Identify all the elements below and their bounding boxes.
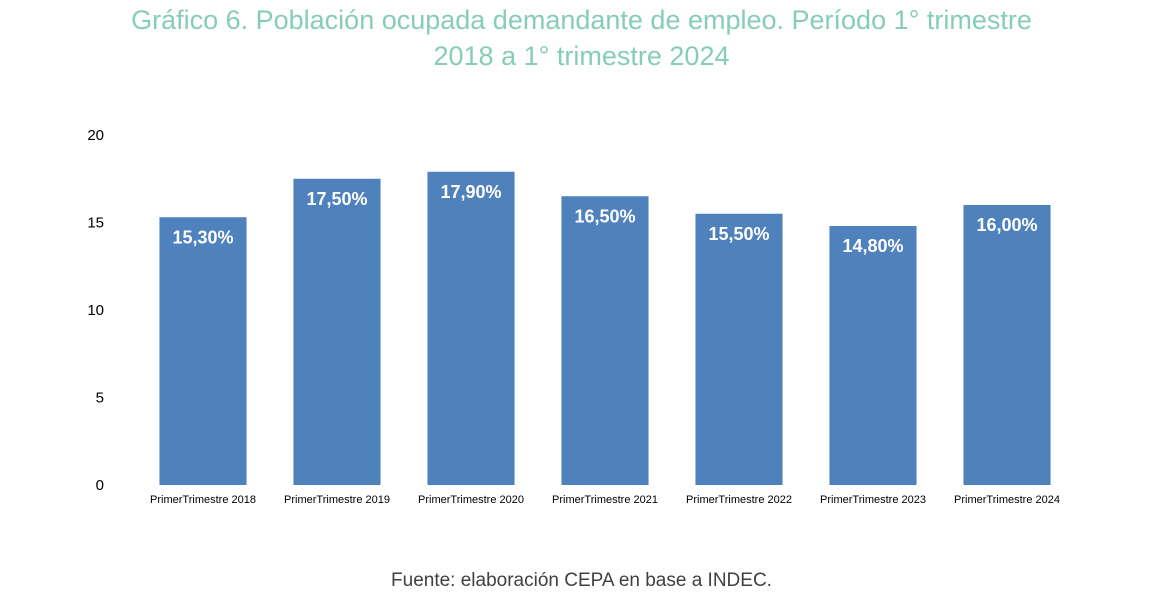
- y-tick-label: 20: [87, 127, 104, 144]
- bar: [159, 217, 247, 485]
- bar-data-label: 15,50%: [708, 224, 769, 244]
- chart-title-line-2: 2018 a 1° trimestre 2024: [433, 41, 730, 71]
- bar-data-label: 15,30%: [172, 227, 233, 247]
- chart-title-line-1: Gráfico 6. Población ocupada demandante …: [131, 5, 1032, 35]
- bar: [829, 226, 917, 485]
- y-axis-ticks: 0 5 10 15 20: [87, 127, 104, 494]
- chart-title: Gráfico 6. Población ocupada demandante …: [0, 2, 1163, 74]
- x-tick-label: PrimerTrimestre 2024: [954, 494, 1060, 506]
- bar-data-label: 16,50%: [574, 206, 635, 226]
- bar-data-label: 16,00%: [976, 215, 1037, 235]
- x-tick-label: PrimerTrimestre 2023: [820, 494, 926, 506]
- bar-data-label: 17,90%: [440, 182, 501, 202]
- bar-data-label: 14,80%: [842, 236, 903, 256]
- bar: [695, 213, 783, 485]
- x-tick-label: PrimerTrimestre 2020: [418, 494, 524, 506]
- y-tick-label: 10: [87, 302, 104, 319]
- bar: [561, 196, 649, 485]
- x-tick-label: PrimerTrimestre 2022: [686, 494, 792, 506]
- y-tick-label: 5: [96, 390, 104, 407]
- bar-data-label: 17,50%: [306, 189, 367, 209]
- bar: [293, 178, 381, 485]
- bar: [427, 171, 515, 485]
- bar-series: 15,30% 17,50% 17,90% 16,50% 15,50% 14,80% 16,0…: [159, 171, 1051, 485]
- y-tick-label: 0: [96, 477, 104, 494]
- x-tick-label: PrimerTrimestre 2021: [552, 494, 658, 506]
- bar: [963, 205, 1051, 485]
- x-tick-label: PrimerTrimestre 2018: [150, 494, 256, 506]
- x-tick-label: PrimerTrimestre 2019: [284, 494, 390, 506]
- source-note: Fuente: elaboración CEPA en base a INDEC…: [391, 570, 772, 591]
- y-tick-label: 15: [87, 215, 104, 232]
- x-axis-labels: PrimerTrimestre 2018 PrimerTrimestre 2019…: [150, 494, 1060, 506]
